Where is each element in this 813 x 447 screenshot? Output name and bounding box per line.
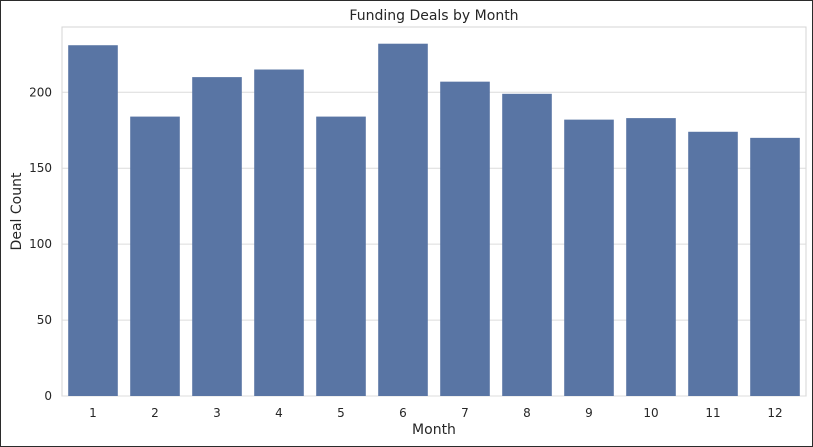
x-tick-label: 3 (213, 406, 221, 420)
bar-month-11 (688, 131, 738, 396)
bar-month-9 (564, 119, 614, 396)
y-tick-label: 0 (44, 389, 52, 403)
x-tick-label: 2 (151, 406, 159, 420)
x-tick-label: 9 (585, 406, 593, 420)
x-tick-label: 12 (767, 406, 782, 420)
y-tick-label: 50 (37, 313, 52, 327)
y-tick-label: 100 (29, 237, 52, 251)
bar-month-1 (68, 45, 118, 396)
y-tick-label: 150 (29, 161, 52, 175)
x-tick-label: 1 (89, 406, 97, 420)
horizontal-gridlines (62, 91, 806, 397)
y-axis-label: Deal Count (9, 172, 25, 250)
x-axis-label: Month (412, 422, 456, 438)
x-tick-label: 4 (275, 406, 283, 420)
y-tick-label: 200 (29, 85, 52, 99)
x-tick-label: 8 (523, 406, 531, 420)
bar-month-2 (130, 116, 180, 396)
x-tick-label: 5 (337, 406, 345, 420)
bar-month-12 (750, 137, 800, 396)
x-axis-ticks: 1 2 3 4 5 6 7 8 9 10 11 12 (89, 406, 782, 420)
bar-month-3 (192, 77, 242, 396)
x-tick-label: 11 (705, 406, 720, 420)
bar-month-4 (254, 69, 304, 396)
x-tick-label: 6 (399, 406, 407, 420)
x-tick-label: 7 (461, 406, 469, 420)
y-axis-ticks: 0 50 100 150 200 (29, 85, 52, 403)
x-tick-label: 10 (643, 406, 658, 420)
chart-title: Funding Deals by Month (349, 8, 518, 24)
plot-area (61, 26, 807, 397)
bar-month-6 (378, 43, 428, 396)
bar-month-5 (316, 116, 366, 396)
bar-month-10 (626, 118, 676, 396)
bar-month-8 (502, 93, 552, 396)
bar-month-7 (440, 81, 490, 397)
bars (68, 43, 800, 397)
